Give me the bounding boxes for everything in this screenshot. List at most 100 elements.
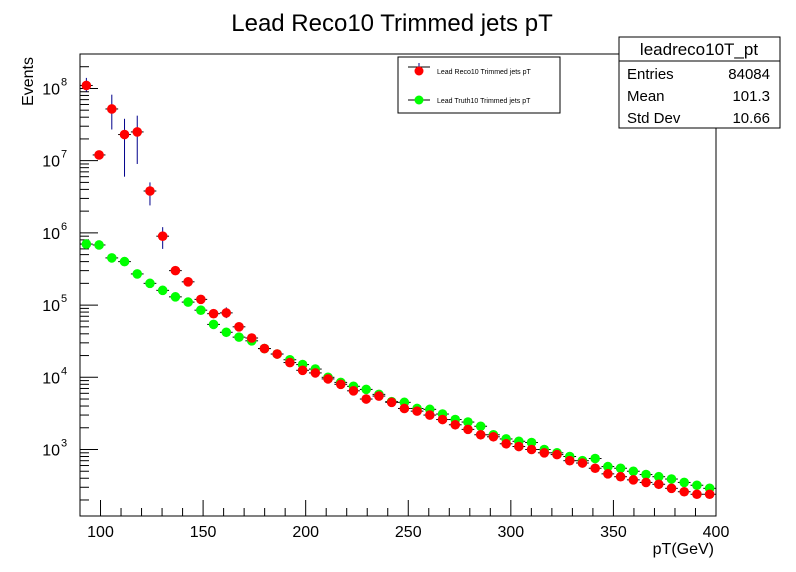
y-tick-exponent: 5	[61, 293, 67, 305]
y-tick-exponent: 6	[61, 221, 67, 233]
y-tick-label: 10	[42, 298, 60, 315]
data-point	[628, 466, 639, 477]
stats-title: leadreco10T_pt	[640, 40, 758, 59]
data-point	[679, 477, 689, 488]
plot-frame	[79, 53, 717, 517]
data-point	[94, 150, 104, 160]
stats-label-entries: Entries	[627, 66, 674, 83]
legend: Lead Reco10 Trimmed jets pT Lead Truth10…	[397, 56, 561, 114]
y-tick-exponent: 7	[61, 149, 67, 161]
series-1	[80, 239, 716, 494]
y-axis-label: Events	[20, 57, 37, 106]
data-point	[234, 322, 244, 332]
data-point	[374, 391, 384, 401]
data-point	[208, 308, 219, 319]
data-point	[221, 308, 232, 318]
data-point	[526, 444, 537, 455]
data-point	[653, 471, 664, 482]
data-point	[145, 278, 155, 289]
data-point	[132, 269, 143, 279]
data-point	[679, 486, 689, 497]
data-point	[170, 265, 181, 276]
series-layer	[80, 77, 716, 500]
data-point	[386, 397, 397, 408]
data-point	[539, 448, 550, 458]
data-point	[552, 449, 562, 460]
data-point	[666, 474, 677, 484]
legend-marker-truth	[414, 95, 424, 105]
data-point	[157, 285, 168, 296]
x-tick-label: 200	[292, 524, 319, 541]
data-point	[132, 127, 143, 137]
data-point	[628, 475, 639, 485]
data-point	[157, 231, 168, 241]
stats-value-mean: 101.3	[732, 88, 770, 105]
chart-title: Lead Reco10 Trimmed jets pT	[231, 10, 553, 37]
legend-entry-truth: Lead Truth10 Trimmed jets pT	[408, 95, 531, 105]
data-point	[94, 240, 104, 250]
data-point	[564, 455, 575, 466]
data-point	[285, 357, 295, 368]
data-point	[81, 239, 92, 249]
data-point	[221, 327, 232, 338]
data-point	[81, 80, 92, 91]
y-tick-label: 10	[42, 443, 60, 460]
data-point	[603, 461, 613, 472]
data-point	[196, 294, 206, 305]
data-point	[310, 368, 321, 378]
data-point	[107, 104, 117, 114]
x-tick-label: 400	[703, 524, 730, 541]
data-point	[259, 343, 270, 354]
data-point	[208, 319, 219, 330]
y-tick-exponent: 4	[61, 365, 67, 377]
data-point	[297, 365, 308, 376]
data-point	[272, 349, 282, 359]
stats-value-entries: 84084	[728, 66, 770, 83]
data-point	[501, 438, 511, 449]
data-point	[170, 292, 181, 302]
x-axis-label: pT(GeV)	[653, 541, 714, 558]
data-point	[183, 277, 193, 287]
data-point	[692, 489, 702, 500]
data-point	[183, 297, 193, 307]
data-point	[488, 431, 499, 442]
data-point	[475, 429, 486, 440]
y-tick-label: 10	[42, 226, 60, 243]
data-point	[450, 419, 461, 430]
stats-label-mean: Mean	[627, 88, 665, 105]
data-point	[514, 441, 524, 452]
data-point	[641, 477, 651, 488]
data-point	[412, 406, 422, 416]
data-point	[119, 256, 130, 267]
x-tick-label: 100	[87, 524, 114, 541]
data-point	[234, 332, 244, 342]
data-point	[361, 394, 372, 404]
series-0	[80, 77, 716, 500]
data-point	[704, 489, 715, 500]
y-tick-label: 10	[42, 154, 60, 171]
data-point	[615, 463, 626, 474]
x-tick-label: 250	[395, 524, 422, 541]
data-point	[425, 410, 435, 420]
data-point	[692, 480, 702, 491]
legend-label-truth: Lead Truth10 Trimmed jets pT	[437, 98, 531, 105]
y-tick-exponent: 3	[61, 438, 67, 450]
data-point	[463, 424, 473, 435]
stats-value-stddev: 10.66	[732, 110, 770, 127]
data-point	[335, 379, 346, 390]
x-axis: 100 150 200 250 300 350 400	[79, 500, 730, 541]
data-point	[475, 421, 486, 432]
y-tick-exponent: 8	[61, 76, 67, 88]
data-point	[437, 414, 448, 425]
data-point	[145, 186, 155, 196]
stats-box: leadreco10T_pt Entries 84084 Mean 101.3 …	[618, 36, 781, 129]
data-point	[196, 305, 206, 315]
data-point	[666, 483, 677, 494]
data-point	[590, 453, 600, 464]
data-point	[590, 463, 600, 474]
x-tick-label: 350	[600, 524, 627, 541]
data-point	[653, 479, 664, 490]
legend-label-reco: Lead Reco10 Trimmed jets pT	[437, 69, 531, 76]
